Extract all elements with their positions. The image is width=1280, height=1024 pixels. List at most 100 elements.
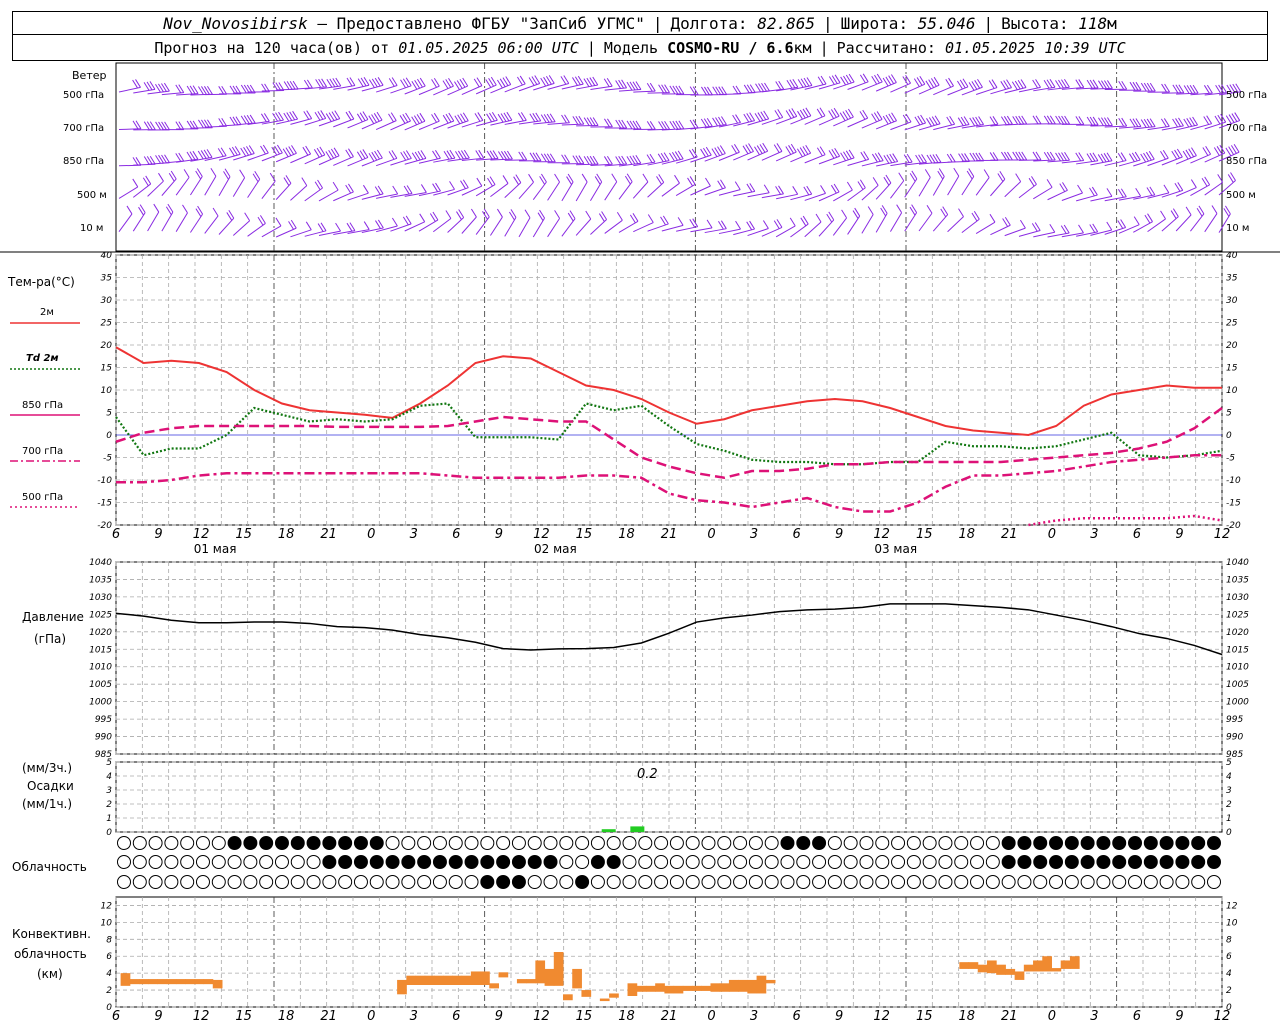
wind-barb [232,220,250,236]
convective-bar [636,985,647,992]
wind-barb-flag [1075,116,1082,125]
wind-barb-flag [262,144,269,154]
wind-barb-flag [333,147,340,157]
wind-barb-flag [615,156,622,165]
wind-barb [1204,92,1227,96]
wind-barb [889,212,903,232]
cloud-overcast-icon [1112,836,1127,850]
cloud-clear-icon [590,836,605,850]
wind-barb-flag [1063,224,1070,234]
wind-barb-flag [477,112,484,121]
convective-bar [397,979,407,995]
wind-barb-flag [671,152,678,161]
hour-label-bottom: 12 [1214,1009,1231,1024]
wind-barb-flag [1032,151,1039,161]
wind-barb-flag [586,156,593,165]
hour-label: 18 [618,527,635,542]
wind-barb [318,155,340,166]
wind-barb-flag [863,151,870,160]
wind-barb-flag [1143,82,1150,92]
wind-barb-flag [997,173,1004,182]
precip-ytick: 4 [106,772,112,782]
wind-barb [204,215,219,234]
wind-barb [461,85,483,96]
wind-barb-flag [433,112,440,122]
wind-barb [418,157,441,164]
wind-barb-flag [706,219,713,229]
wind-barb-flag [1035,79,1041,88]
wind-barb-flag [554,210,561,219]
wind-barb-flag [791,108,798,117]
wind-barb-flag [546,153,553,163]
cloud-clear-icon [685,836,700,850]
wind-barb-flag [626,120,633,130]
wind-barb-flag [489,112,495,122]
wind-barb [704,123,727,129]
wind-barb [904,83,926,94]
wind-barb [776,193,798,200]
wind-barb-flag [414,79,421,89]
temp-ytick-right: -15 [1226,499,1241,509]
wind-barb-flag [1234,112,1241,121]
cloud-clear-icon [211,875,226,889]
wind-barb-flag [945,78,952,88]
cloud-overcast-icon [338,855,353,869]
wind-barb-flag [872,177,879,186]
hour-label: 9 [154,527,162,542]
wind-barb-flag [845,150,852,160]
wind-barb-flag [449,149,456,159]
wind-barb-flag [1092,116,1099,126]
wind-barb-flag [463,149,470,159]
convective-bar [470,971,481,985]
wind-barb-flag [374,150,380,160]
wind-barb-flag [1140,119,1147,128]
wind-barb-flag [376,149,383,159]
wind-barb-flag [785,146,792,155]
wind-barb-flag [626,81,633,91]
wind-barb-flag [318,78,325,88]
cloud-clear-icon [812,855,827,869]
wind-barb-flag [589,117,596,126]
wind-barb-flag [325,151,332,160]
wind-barb-flag [445,79,452,88]
wind-barb-flag [1140,82,1147,92]
wind-barb-flag [1218,84,1225,94]
convective-bar [1023,964,1034,972]
wind-barb [790,115,812,125]
wind-barb-flag [746,221,753,231]
cloud-overcast-icon [527,855,542,869]
cloud-clear-icon [654,875,669,889]
wind-barb-flag [1129,118,1136,128]
wind-barb-flag [178,152,185,162]
wind-barb-flag [478,149,485,159]
temp-series-0 [115,346,1222,437]
wind-barb-flag [183,169,190,178]
wind-barb [404,221,425,232]
wind-barb-flag [803,186,810,196]
wind-barb [1061,192,1083,201]
hour-label: 12 [873,527,890,542]
wind-barb-flag [958,153,964,162]
hour-label-bottom: 18 [618,1009,635,1024]
wind-barb-flag [145,175,152,185]
wind-barb-flag [983,169,990,178]
wind-barb [418,190,441,197]
cloud-overcast-icon [1207,836,1221,850]
temp-series-2 [115,406,1223,480]
wind-barb-flag [1121,117,1128,127]
wind-barb-flag [669,85,676,95]
cloud-clear-icon [527,875,542,889]
cloud-overcast-icon [1064,836,1079,850]
wind-barb-flag [545,76,552,85]
wind-barb [747,150,768,161]
wind-barb-flag [1004,216,1011,226]
wind-barb-flag [375,220,381,229]
wind-barb-flag [500,113,507,122]
cloud-clear-icon [322,875,337,889]
cloud-overcast-icon [1128,855,1143,869]
wind-barb-flag [543,153,550,163]
wind-barb-flag [916,77,923,86]
wind-barb-flag [885,174,892,184]
wind-barb-flag [510,209,517,218]
convective-bar [581,990,592,997]
